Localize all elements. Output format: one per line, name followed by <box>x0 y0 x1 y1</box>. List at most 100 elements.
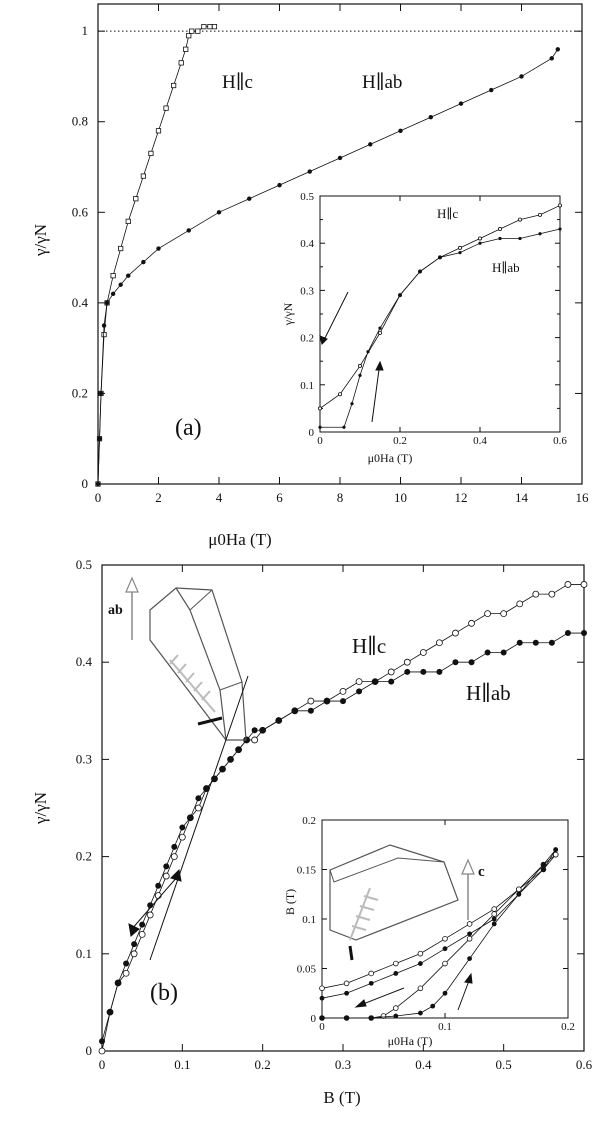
data-point <box>186 33 192 39</box>
data-point <box>155 882 162 889</box>
x-tick-label: 0.3 <box>335 1057 351 1072</box>
data-point <box>581 630 587 637</box>
data-point <box>541 867 546 872</box>
x-tick-label: 16 <box>576 490 590 505</box>
data-point <box>452 659 459 666</box>
data-point <box>368 980 374 986</box>
panel-a-ylabel: γ/γN <box>31 224 50 257</box>
data-point <box>187 814 194 821</box>
data-point <box>419 649 427 656</box>
series-line <box>97 49 559 485</box>
data-point <box>532 639 539 646</box>
crystal-ab-sketch: ab <box>108 576 247 741</box>
y-tick-label: 0.4 <box>76 654 93 669</box>
data-point <box>131 941 138 948</box>
x-tick-label: 0 <box>95 490 102 505</box>
data-point <box>515 886 522 893</box>
x-tick-label: 0.5 <box>496 1057 512 1072</box>
data-point <box>564 581 572 588</box>
x-tick-label: 0.4 <box>473 435 487 447</box>
data-point <box>580 581 588 588</box>
inset-a-hysteresis-arrows <box>319 291 384 423</box>
data-point <box>178 833 186 841</box>
data-point <box>163 105 169 111</box>
x-tick-label: 0 <box>317 435 323 447</box>
data-point <box>466 935 473 942</box>
inset-b-ylabel: B (T) <box>283 889 297 915</box>
inset-a-xlabel: μ0Ha (T) <box>368 451 413 465</box>
data-point <box>436 668 443 675</box>
data-point <box>478 241 482 245</box>
data-point <box>138 930 146 938</box>
data-point <box>183 46 189 52</box>
data-point <box>101 323 107 328</box>
data-point <box>337 392 342 397</box>
data-point <box>418 269 422 274</box>
data-point <box>130 950 138 958</box>
crystal-c-label: c <box>478 864 485 880</box>
data-point <box>553 847 559 853</box>
data-point <box>541 862 546 867</box>
data-point <box>207 24 213 30</box>
data-point <box>418 1010 423 1016</box>
data-point <box>318 425 322 429</box>
panel-b-chart: 0 0.1 0.2 0.3 0.4 0.5 0.600.10.20.30.40.5 H∥c … <box>31 557 593 1107</box>
x-tick-label: 10 <box>394 490 407 505</box>
data-point <box>339 687 347 695</box>
data-point <box>115 979 122 986</box>
data-point <box>211 24 218 30</box>
data-point <box>171 82 177 89</box>
data-point <box>110 291 116 297</box>
data-point <box>558 203 563 208</box>
data-point <box>275 717 282 724</box>
panel-b-xlabel: B (T) <box>323 1088 360 1107</box>
data-point <box>95 481 101 487</box>
data-point <box>516 891 522 897</box>
data-point <box>97 436 102 441</box>
data-point <box>467 956 472 961</box>
data-point <box>125 218 131 224</box>
data-point <box>140 173 146 179</box>
data-point <box>366 350 370 354</box>
data-point <box>532 590 540 598</box>
data-point <box>126 273 131 278</box>
y-tick-label: 0 <box>86 1043 93 1058</box>
y-tick-label: 0 <box>82 476 89 491</box>
x-tick-label: 0.6 <box>576 1057 593 1072</box>
data-point <box>162 872 170 880</box>
data-point <box>548 639 555 646</box>
x-tick-label: 0.2 <box>561 1021 575 1033</box>
x-tick-label: 0.1 <box>174 1057 190 1072</box>
data-point <box>227 756 234 763</box>
x-tick-label: 0.2 <box>255 1057 271 1072</box>
data-point <box>194 804 202 812</box>
data-point <box>438 255 442 259</box>
data-point <box>538 212 543 217</box>
x-tick-label: 6 <box>276 490 283 505</box>
data-point <box>122 969 130 977</box>
data-point <box>458 101 464 106</box>
panel-a-label: (a) <box>175 415 202 441</box>
y-tick-label: 0.05 <box>297 964 317 976</box>
data-point <box>388 678 395 685</box>
data-point <box>251 727 258 734</box>
y-tick-label: 0.6 <box>72 204 89 219</box>
data-point <box>558 227 562 231</box>
data-point <box>317 406 322 411</box>
data-point <box>358 373 362 377</box>
data-point <box>428 115 433 120</box>
data-point <box>350 402 354 406</box>
data-point <box>179 824 186 831</box>
annotation-h-par-ab-a: H∥ab <box>362 72 402 93</box>
y-tick-label: 0.2 <box>76 849 92 864</box>
data-point <box>118 282 123 287</box>
data-point <box>307 169 312 174</box>
data-point <box>552 851 559 858</box>
data-point <box>319 1015 325 1021</box>
data-point <box>344 1015 349 1021</box>
data-point <box>538 232 542 236</box>
data-point <box>442 960 448 967</box>
data-point <box>277 182 282 188</box>
data-point <box>452 629 459 637</box>
x-tick-label: 12 <box>455 490 468 505</box>
